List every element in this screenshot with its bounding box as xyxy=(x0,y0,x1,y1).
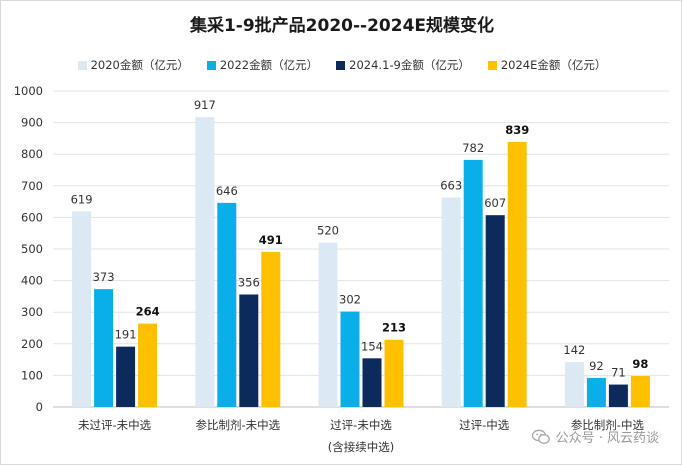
bar xyxy=(239,294,259,407)
legend-item: 2024.1-9金额（亿元） xyxy=(336,56,470,74)
bar xyxy=(384,339,404,407)
y-tick-label: 300 xyxy=(21,305,43,319)
wechat-icon xyxy=(531,429,550,445)
bar xyxy=(463,159,483,407)
y-tick-label: 100 xyxy=(21,368,43,382)
legend-label: 2024E金额（亿元） xyxy=(500,58,607,72)
bar xyxy=(340,311,360,407)
bar xyxy=(138,323,158,407)
x-category-label: 过评-中选 xyxy=(459,418,510,432)
data-label: 302 xyxy=(339,293,361,307)
bar xyxy=(608,384,628,407)
data-label: 607 xyxy=(484,196,506,210)
legend-swatch xyxy=(206,60,216,70)
x-category-label: 参比制剂-未中选 xyxy=(195,418,280,432)
bar xyxy=(586,377,606,407)
x-category-sublabel: (含接续中选) xyxy=(328,440,394,454)
y-tick-label: 0 xyxy=(36,400,43,414)
data-label: 373 xyxy=(93,270,115,284)
y-tick-label: 500 xyxy=(21,242,43,256)
bar xyxy=(441,197,461,407)
y-tick-label: 700 xyxy=(21,179,43,193)
data-label: 213 xyxy=(382,321,406,335)
data-label: 917 xyxy=(194,98,216,112)
bar xyxy=(362,358,382,407)
legend-label: 2024.1-9金额（亿元） xyxy=(349,58,470,72)
data-label: 71 xyxy=(611,366,626,380)
y-tick-label: 1000 xyxy=(14,84,43,98)
bar xyxy=(217,202,237,407)
y-tick-label: 200 xyxy=(21,337,43,351)
bar xyxy=(116,346,136,407)
bar xyxy=(94,289,114,407)
bar xyxy=(195,117,215,407)
y-tick-label: 900 xyxy=(21,116,43,130)
legend-label: 2020金额（亿元） xyxy=(90,58,189,72)
y-tick-label: 600 xyxy=(21,210,43,224)
data-label: 646 xyxy=(216,184,238,198)
data-label: 264 xyxy=(136,305,160,319)
data-label: 491 xyxy=(259,233,283,247)
watermark-text: 公众号 · 风云药谈 xyxy=(555,431,659,446)
data-label: 154 xyxy=(361,339,383,353)
bar xyxy=(630,376,650,407)
bar xyxy=(318,242,338,407)
x-category-label: 参比制剂-中选 xyxy=(571,418,645,432)
bar xyxy=(485,215,505,407)
legend-item: 2024E金额（亿元） xyxy=(487,56,607,74)
bar xyxy=(507,141,527,407)
bar xyxy=(564,362,584,407)
legend-swatch xyxy=(336,60,346,70)
bar xyxy=(261,251,281,407)
bar xyxy=(72,211,92,407)
y-tick-label: 800 xyxy=(21,147,43,161)
legend-swatch xyxy=(77,60,87,70)
data-label: 663 xyxy=(440,178,462,192)
watermark: 公众号 · 风云药谈 xyxy=(531,427,659,446)
y-tick-label: 400 xyxy=(21,274,43,288)
data-label: 619 xyxy=(71,192,93,206)
chart-legend: 2020金额（亿元） 2022金额（亿元） 2024.1-9金额（亿元） 2024E金… xyxy=(1,56,682,74)
data-label: 356 xyxy=(238,276,260,290)
x-category-label: 未过评-未中选 xyxy=(78,418,152,432)
x-category-label: 过评-未中选 xyxy=(330,418,392,432)
data-label: 782 xyxy=(462,141,484,155)
data-label: 520 xyxy=(317,224,339,238)
data-label: 142 xyxy=(563,343,585,357)
chart-title: 集采1-9批产品2020--2024E规模变化 xyxy=(189,16,495,36)
data-label: 839 xyxy=(505,123,529,137)
legend-swatch xyxy=(487,60,497,70)
data-label: 191 xyxy=(115,328,137,342)
data-label: 98 xyxy=(632,357,648,371)
legend-item: 2022金额（亿元） xyxy=(206,56,319,74)
legend-item: 2020金额（亿元） xyxy=(77,56,189,74)
data-label: 92 xyxy=(589,359,604,373)
legend-label: 2022金额（亿元） xyxy=(219,58,319,72)
